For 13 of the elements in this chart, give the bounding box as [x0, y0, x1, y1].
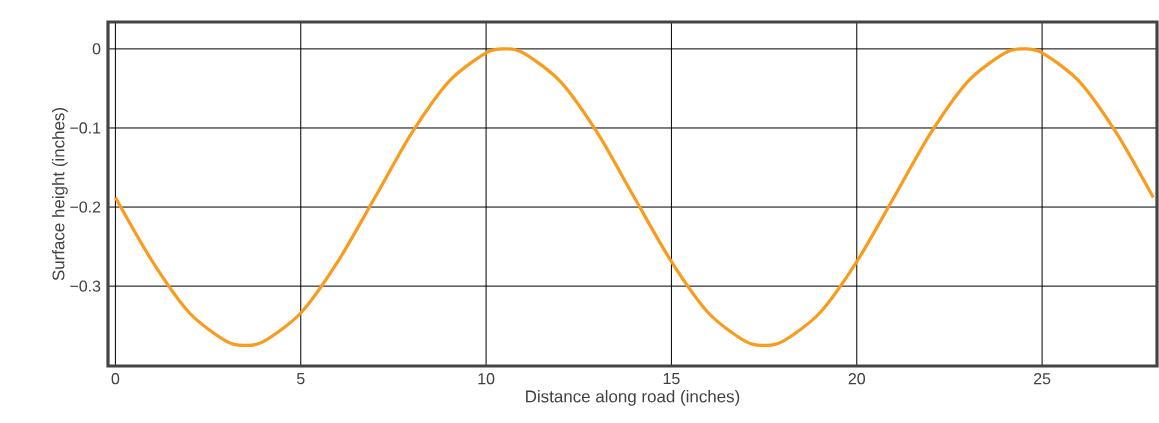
x-tick-label: 10 — [478, 373, 495, 385]
x-tick-label: 25 — [1034, 373, 1051, 385]
y-axis-title: Surface height (inches) — [52, 108, 68, 281]
y-tick-label: −0.2 — [70, 201, 101, 213]
line-series — [113, 47, 1155, 348]
y-tick-label: −0.3 — [70, 280, 101, 292]
y-tick-label: −0.1 — [70, 122, 101, 134]
x-tick-label: 20 — [848, 373, 866, 385]
x-axis-title: Distance along road (inches) — [526, 390, 740, 406]
x-tick-label: 15 — [663, 373, 680, 385]
x-tick-label: 0 — [111, 373, 120, 385]
x-tick-label: 5 — [296, 373, 305, 385]
y-tick-label: 0 — [92, 43, 101, 55]
